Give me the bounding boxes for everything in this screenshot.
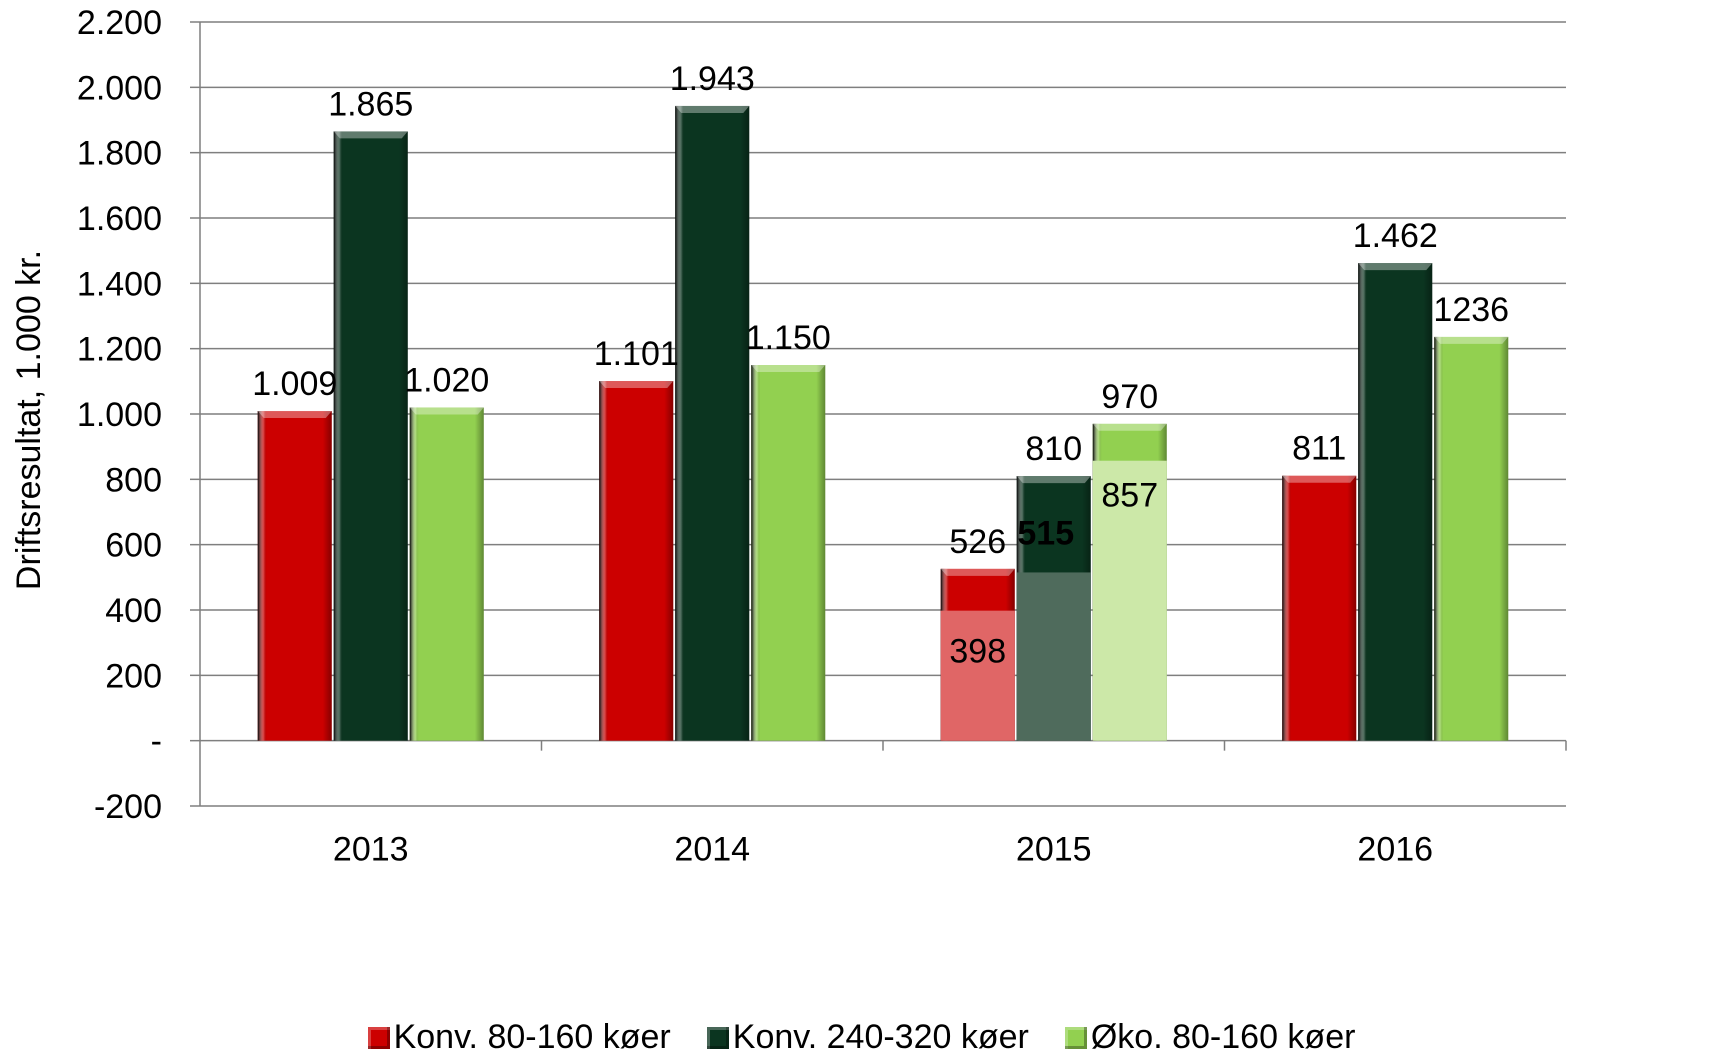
bar-cap — [940, 568, 1015, 576]
data-label-konv-80-160-k-er-2015: 526 — [949, 523, 1006, 561]
y-tick-label: 1.000 — [77, 396, 162, 434]
x-tick-label-2015: 2015 — [1016, 831, 1092, 869]
legend-item-konv-240-320-k-er: Konv. 240-320 køer — [706, 1018, 1029, 1057]
bar-bevel — [599, 381, 674, 741]
bar-cap — [599, 381, 674, 389]
data-label-konv-80-160-k-er-2013: 1.009 — [252, 365, 337, 403]
bar-bevel — [257, 411, 332, 741]
bar-bevel — [675, 105, 750, 741]
legend-item-konv-80-160-k-er: Konv. 80-160 køer — [367, 1018, 671, 1057]
bar-cap — [409, 407, 484, 415]
legend-swatch — [1064, 1026, 1087, 1049]
y-axis-ticks: 2.200 2.000 1.800 1.600 1.400 1.200 1.000 800 60… — [77, 4, 162, 826]
bar-cap — [675, 105, 750, 113]
bar-bevel — [409, 407, 484, 741]
y-tick-label: 200 — [105, 657, 162, 695]
bar-cap — [1016, 476, 1091, 484]
y-tick-label: -200 — [94, 788, 162, 826]
data-label-konv-80-160-k-er-2016: 811 — [1292, 430, 1346, 468]
overlay-data-label: 398 — [949, 633, 1006, 671]
data-label-ko-80-160-k-er-2013: 1.020 — [404, 361, 489, 399]
overlay-bar-konv-240-320-k-er-2015 — [1016, 572, 1091, 741]
data-label-konv-240-320-k-er-2013: 1.865 — [328, 85, 413, 123]
data-label-ko-80-160-k-er-2015: 970 — [1101, 378, 1158, 416]
data-label-konv-240-320-k-er-2016: 1.462 — [1353, 217, 1438, 255]
bar-cap — [1434, 336, 1509, 344]
legend: Konv. 80-160 køer Konv. 240-320 køer Øko. … — [0, 1018, 1723, 1057]
legend-swatch — [706, 1026, 729, 1049]
overlay-data-label: 515 — [1017, 515, 1074, 553]
overlay-data-label: 857 — [1101, 477, 1158, 515]
bar-bevel — [1358, 263, 1433, 741]
data-label-ko-80-160-k-er-2014: 1.150 — [746, 319, 831, 357]
data-label-ko-80-160-k-er-2016: 1236 — [1433, 291, 1509, 329]
y-tick-label: 400 — [105, 592, 162, 630]
legend-label: Øko. 80-160 køer — [1090, 1018, 1356, 1056]
y-tick-label: 600 — [105, 527, 162, 565]
y-tick-label: 2.200 — [77, 4, 162, 42]
bar-cap — [1358, 263, 1433, 271]
data-label-konv-240-320-k-er-2015: 810 — [1025, 430, 1082, 468]
bar-cap — [257, 411, 332, 419]
bar-bevel — [333, 131, 408, 741]
bar-bevel — [1434, 336, 1509, 741]
y-tick-label: 800 — [105, 461, 162, 499]
y-tick-label: - — [151, 723, 162, 761]
data-label-konv-240-320-k-er-2014: 1.943 — [670, 60, 755, 98]
bar-cap — [1092, 423, 1167, 431]
y-tick-label: 1.400 — [77, 265, 162, 303]
y-tick-label: 1.600 — [77, 200, 162, 238]
legend-swatch — [367, 1026, 390, 1049]
x-axis-ticks: 2013 2014 2015 2016 — [333, 831, 1433, 869]
x-tick-label-2013: 2013 — [333, 831, 409, 869]
bar-cap — [751, 365, 826, 372]
legend-item-ko-80-160-k-er: Øko. 80-160 køer — [1064, 1018, 1356, 1057]
y-axis-label: Driftsresultat, 1.000 kr. — [10, 250, 48, 590]
legend-label: Konv. 240-320 køer — [732, 1018, 1029, 1056]
bar-bevel — [751, 365, 826, 741]
bar-bevel — [1282, 475, 1357, 741]
bar-cap — [333, 131, 408, 139]
legend-label: Konv. 80-160 køer — [393, 1018, 671, 1056]
y-tick-label: 2.000 — [77, 69, 162, 107]
bars — [257, 105, 1509, 741]
overlay-bar-konv-80-160-k-er-2015 — [940, 610, 1015, 741]
data-label-konv-80-160-k-er-2014: 1.101 — [594, 335, 679, 373]
data-labels: 1.009 1.865 1.020 1.101 1.943 1.150 398 526 515 8… — [252, 60, 1509, 671]
overlay-bar-ko-80-160-k-er-2015 — [1092, 460, 1167, 741]
y-tick-label: 1.200 — [77, 331, 162, 369]
x-tick-label-2016: 2016 — [1357, 831, 1433, 869]
y-tick-label: 1.800 — [77, 135, 162, 173]
bar-cap — [1282, 475, 1357, 483]
x-tick-label-2014: 2014 — [674, 831, 750, 869]
